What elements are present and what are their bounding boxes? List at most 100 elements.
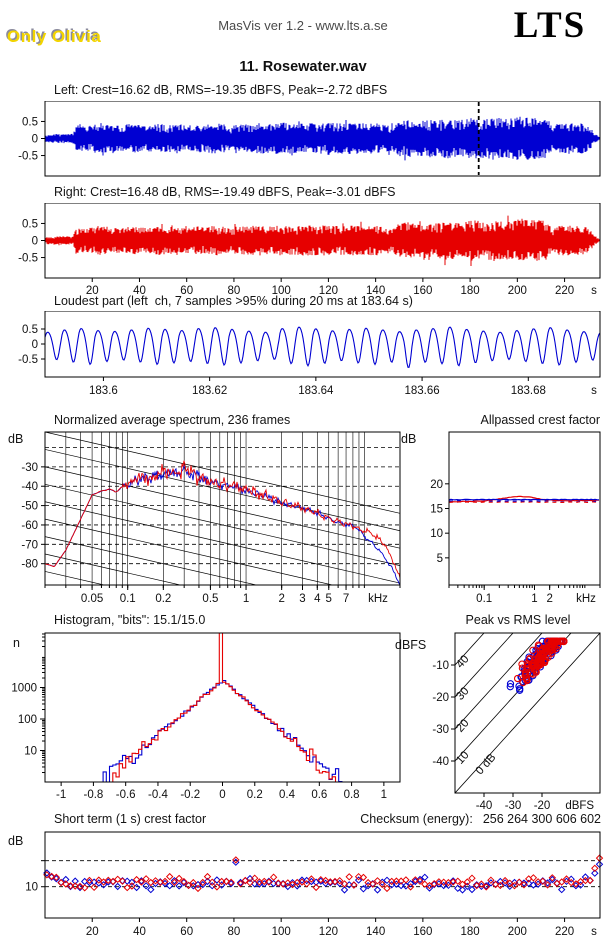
- crest-point: [71, 877, 79, 885]
- right-channel-stats: Right: Crest=16.48 dB, RMS=-19.49 dBFS, …: [54, 185, 396, 199]
- crest-point: [307, 875, 316, 883]
- crest-point: [203, 872, 212, 881]
- tick-label: -40: [21, 481, 38, 493]
- tick-label: -30: [21, 462, 38, 474]
- tick-label: -0.5: [18, 253, 38, 265]
- crest-point: [113, 882, 122, 891]
- crest-point: [557, 878, 566, 886]
- scatter-point: [521, 668, 529, 676]
- checksum-line: Checksum (energy): 256 264 300 606 602: [360, 812, 601, 826]
- tick-label: 183.64: [298, 385, 334, 397]
- crest-point: [128, 878, 136, 887]
- crest-point: [90, 883, 98, 892]
- crest-point: [203, 877, 212, 886]
- tick-label: -0.5: [18, 354, 38, 366]
- app-version-line: MasVis ver 1.2 - www.lts.a.se: [218, 18, 388, 33]
- tick-label: 1: [531, 593, 537, 605]
- crest-point: [458, 880, 467, 889]
- crest-point: [321, 876, 330, 885]
- tick-label: 1: [381, 789, 387, 801]
- tick-label: 140: [366, 926, 385, 938]
- crest-point: [454, 884, 462, 893]
- crest-point: [80, 884, 89, 892]
- crest-point: [165, 881, 174, 890]
- crest-point: [208, 881, 216, 890]
- crest-point: [567, 878, 575, 887]
- crest-point: [175, 874, 183, 883]
- scatter-point: [560, 637, 568, 645]
- crest-point: [581, 873, 590, 881]
- peak-vs-rms-title: Peak vs RMS level: [465, 613, 571, 627]
- crest-point: [47, 872, 56, 881]
- crest-point: [487, 876, 495, 884]
- tick-label: 183.62: [192, 385, 227, 397]
- crest-point: [118, 877, 127, 885]
- tick-label: -0.2: [180, 789, 200, 801]
- tick-label: 0.5: [22, 218, 38, 230]
- crest-point: [184, 881, 193, 890]
- tick-label: -0.6: [116, 789, 136, 801]
- scatter-point: [543, 637, 552, 645]
- crest-point: [269, 873, 278, 881]
- crest-point: [416, 875, 424, 884]
- crest-point: [194, 884, 202, 893]
- tick-label: 0.4: [279, 789, 296, 801]
- crest-point: [213, 876, 221, 884]
- crest-point: [406, 883, 415, 891]
- spectrum-title: Normalized average spectrum, 236 frames: [54, 413, 291, 427]
- crest-point: [165, 872, 174, 881]
- crest-point: [373, 877, 382, 885]
- crest-point: [340, 880, 349, 888]
- plot-background: [45, 311, 600, 377]
- crest-point: [397, 881, 405, 890]
- tick-label: 183.66: [404, 385, 439, 397]
- scatter-point: [528, 661, 536, 669]
- allpassed-trace: [448, 498, 600, 501]
- crest-point: [109, 877, 117, 886]
- crest-point: [406, 879, 415, 888]
- crest-point: [142, 882, 150, 890]
- crest-point: [359, 885, 368, 893]
- tick-label: -30: [505, 800, 522, 812]
- crest-point: [189, 878, 198, 887]
- crest-point: [591, 869, 599, 877]
- scatter-point: [515, 682, 523, 690]
- crest-point: [222, 877, 231, 886]
- crest-point: [312, 883, 320, 892]
- tick-label: 220: [555, 926, 574, 938]
- x-axis-unit: s: [591, 926, 597, 938]
- tick-label: 0.05: [81, 593, 103, 605]
- tick-label: 10: [25, 882, 38, 894]
- crest-point: [378, 880, 387, 889]
- loudest-part-title: Loudest part (left ch, 7 samples >95% du…: [54, 294, 413, 308]
- crest-point: [232, 856, 240, 864]
- crest-point: [572, 880, 580, 888]
- short-term-title: Short term (1 s) crest factor: [54, 812, 207, 826]
- tick-label: 80: [228, 285, 241, 297]
- crest-point: [246, 878, 254, 887]
- crest-point: [104, 876, 113, 885]
- spectrum-ylabel: dB: [8, 432, 24, 446]
- crest-point: [317, 875, 325, 884]
- crest-point: [562, 875, 571, 883]
- tick-label: 160: [413, 926, 432, 938]
- checksum-value: 256 264 300 606 602: [482, 812, 601, 826]
- crest-point: [364, 878, 372, 887]
- crest-point: [354, 872, 363, 881]
- tick-label: 120: [319, 285, 338, 297]
- histogram-outline: [45, 633, 400, 782]
- crest-point: [506, 879, 514, 887]
- loudest-part-trace: [44, 326, 601, 368]
- peak-vs-rms-ylabel: dBFS: [395, 638, 427, 652]
- scatter-point: [549, 637, 557, 645]
- tick-label: -0.4: [148, 789, 168, 801]
- crest-point: [236, 880, 245, 888]
- x-axis-unit: s: [591, 385, 597, 397]
- crest-point: [524, 879, 533, 888]
- crest-point: [302, 880, 311, 888]
- tick-label: 20: [86, 926, 99, 938]
- allpassed-trace: [449, 501, 600, 504]
- crest-point: [468, 885, 476, 894]
- tick-label: 60: [180, 926, 193, 938]
- crest-point: [383, 884, 391, 893]
